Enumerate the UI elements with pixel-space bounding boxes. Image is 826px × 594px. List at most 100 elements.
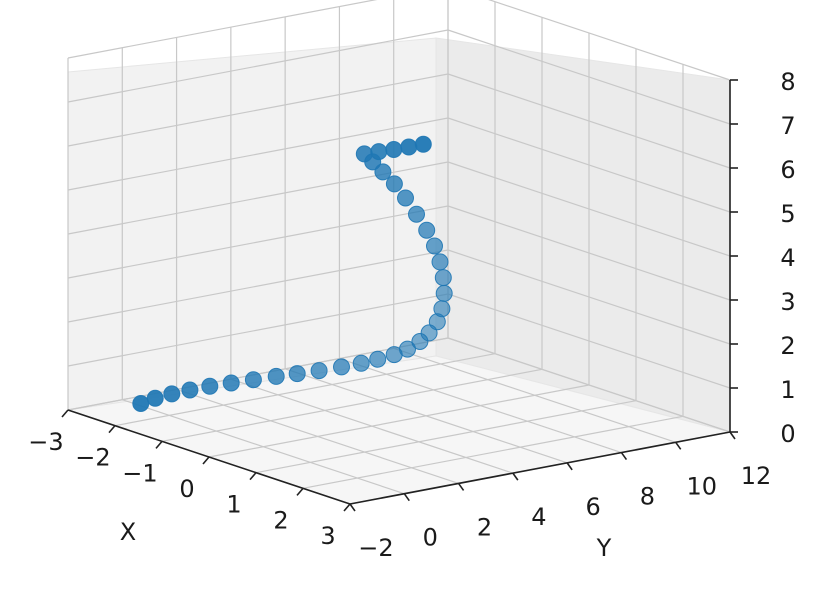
right-pane-grid-z	[67, 249, 449, 323]
y-axis-line	[349, 431, 731, 505]
floor-grid-x	[302, 415, 684, 489]
y-tick-label: 8	[640, 483, 655, 511]
left-pane-grid-z	[447, 205, 731, 301]
data-point	[431, 253, 449, 271]
right-pane-grid-z	[67, 0, 378, 59]
z-tick-label: 2	[780, 332, 795, 360]
data-point	[352, 354, 370, 372]
y-tick-mark	[457, 482, 465, 491]
data-point	[163, 385, 181, 403]
data-point	[435, 284, 453, 302]
floor-grid-y	[284, 368, 568, 464]
right-pane-grid-z	[67, 293, 449, 367]
x-tick-mark	[155, 440, 163, 449]
floor-grid-y	[230, 378, 514, 474]
z-tick-label: 8	[780, 68, 795, 96]
z-tick-label: 6	[780, 156, 795, 184]
z-tick-label: 7	[780, 112, 795, 140]
floor-grid-y	[122, 399, 405, 495]
x-tick-mark	[108, 425, 116, 434]
x-tick-label: −1	[122, 459, 157, 487]
floor-grid-y	[393, 347, 676, 443]
x-tick-label: 3	[320, 522, 335, 550]
data-point	[414, 135, 432, 153]
y-tick-label: −2	[358, 534, 393, 562]
left-pane-grid-z	[447, 29, 731, 125]
x-tick-label: −2	[75, 444, 110, 472]
z-tick-label: 0	[780, 420, 795, 448]
data-point	[333, 358, 350, 376]
data-point	[181, 381, 199, 399]
y-tick-label: 4	[531, 503, 546, 531]
right-pane-grid-z	[67, 29, 449, 103]
data-points	[132, 135, 453, 412]
data-point	[310, 362, 328, 380]
data-point	[288, 365, 306, 383]
x-tick-mark	[61, 409, 69, 418]
x-tick-mark	[202, 456, 210, 465]
data-point	[385, 175, 403, 193]
floor-grid-x	[161, 368, 543, 442]
data-point	[222, 374, 240, 392]
data-point	[400, 138, 418, 156]
data-point	[385, 141, 403, 158]
floor-grid-x	[208, 384, 590, 458]
y-tick-mark	[729, 431, 736, 440]
left-pane-grid-z	[447, 117, 731, 213]
data-point	[418, 221, 436, 239]
data-point	[201, 377, 219, 395]
right-pane-grid-z	[67, 205, 449, 279]
x-tick-label: 0	[179, 475, 194, 503]
x-axis-label: X	[120, 518, 136, 546]
data-point	[146, 389, 164, 407]
data-point	[355, 145, 373, 163]
data-point	[267, 367, 285, 385]
floor-grid-x	[255, 400, 637, 474]
y-tick-mark	[349, 503, 356, 512]
y-tick-mark	[512, 472, 519, 481]
x-tick-mark	[296, 487, 304, 496]
y-tick-mark	[566, 462, 573, 471]
x-tick-label: 1	[226, 491, 241, 519]
data-point	[433, 300, 451, 318]
left-pane-grid-z	[488, 0, 731, 81]
z-tick-label: 4	[780, 244, 795, 272]
right-pane-grid-z	[67, 117, 449, 191]
right-pane-grid-z	[67, 73, 449, 147]
y-tick-mark	[675, 441, 682, 450]
floor-grid-y	[176, 388, 459, 484]
data-point	[399, 340, 416, 358]
y-tick-mark	[620, 452, 628, 461]
data-point	[426, 237, 443, 255]
x-tick-label: −3	[28, 428, 63, 456]
data-point	[132, 395, 150, 412]
y-tick-label: 10	[686, 472, 717, 500]
left-pane-grid-z	[447, 249, 731, 345]
y-tick-label: 0	[423, 524, 438, 552]
y-tick-mark	[403, 493, 410, 502]
data-point	[244, 371, 262, 389]
y-axis-label: Y	[596, 534, 612, 562]
y-tick-label: 6	[586, 493, 601, 521]
floor-grid-x	[114, 353, 496, 427]
data-point	[408, 205, 425, 223]
x-tick-mark	[343, 503, 351, 512]
data-point	[369, 350, 387, 368]
left-pane-grid-z	[447, 73, 731, 169]
left-pane-grid-z	[447, 161, 731, 257]
left-pane-grid-z	[447, 337, 731, 433]
z-tick-label: 5	[780, 200, 795, 228]
left-pane-grid-z	[447, 293, 731, 389]
y-tick-label: 12	[741, 462, 772, 490]
floor-grid-y	[339, 358, 622, 454]
y-tick-label: 2	[477, 513, 492, 541]
data-point	[397, 189, 414, 207]
data-point	[434, 269, 452, 287]
x-tick-label: 2	[273, 506, 288, 534]
data-point	[370, 143, 388, 161]
data-point	[374, 163, 392, 181]
x-tick-mark	[249, 472, 257, 481]
z-tick-label: 1	[780, 376, 795, 404]
